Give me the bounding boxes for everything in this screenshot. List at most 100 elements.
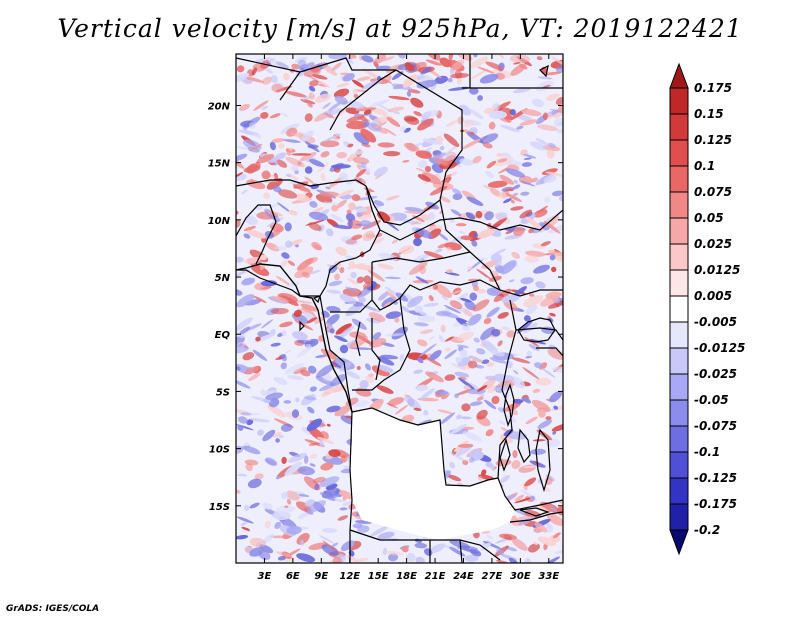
field-patch bbox=[391, 83, 413, 91]
velocity-field bbox=[236, 54, 563, 563]
field-patch bbox=[337, 325, 354, 340]
field-patch bbox=[326, 423, 331, 427]
field-patch bbox=[541, 367, 556, 378]
field-patch bbox=[268, 203, 280, 209]
field-patch bbox=[415, 228, 433, 239]
field-patch bbox=[339, 172, 349, 181]
field-patch bbox=[461, 403, 471, 412]
country-borders bbox=[236, 54, 563, 563]
field-patch bbox=[461, 308, 474, 318]
colorbar-box bbox=[669, 347, 689, 375]
field-patch bbox=[513, 179, 518, 184]
field-patch bbox=[501, 294, 520, 303]
field-patch bbox=[270, 295, 289, 303]
field-patch bbox=[309, 201, 318, 208]
field-patch bbox=[512, 87, 531, 94]
field-patch bbox=[488, 275, 502, 282]
field-patch bbox=[376, 385, 394, 394]
field-patch bbox=[346, 555, 357, 561]
field-patch bbox=[309, 386, 317, 392]
field-patch bbox=[246, 230, 267, 239]
field-patch bbox=[552, 366, 563, 373]
field-patch bbox=[506, 431, 528, 440]
field-patch bbox=[284, 461, 302, 476]
field-patch bbox=[284, 222, 292, 232]
field-patch bbox=[552, 532, 561, 539]
field-patch bbox=[276, 159, 288, 168]
field-patch bbox=[339, 293, 357, 305]
field-patch bbox=[363, 109, 372, 115]
field-patch bbox=[516, 125, 524, 130]
field-patch bbox=[237, 425, 244, 431]
field-patch bbox=[372, 237, 385, 244]
field-patch bbox=[523, 465, 539, 469]
field-patch bbox=[456, 77, 463, 85]
field-patch bbox=[500, 260, 517, 275]
field-patch bbox=[335, 246, 348, 256]
field-patch bbox=[508, 279, 515, 283]
field-patch bbox=[357, 76, 371, 82]
field-patch bbox=[402, 74, 418, 88]
field-patch bbox=[304, 62, 315, 71]
field-patch bbox=[463, 129, 469, 133]
field-patch bbox=[336, 189, 354, 198]
field-patch bbox=[522, 396, 531, 404]
field-patch bbox=[261, 170, 271, 180]
field-patch bbox=[280, 491, 288, 500]
field-patch bbox=[466, 196, 484, 206]
field-patch bbox=[517, 321, 533, 334]
field-patch bbox=[360, 128, 377, 143]
field-patch bbox=[236, 516, 254, 524]
field-patch bbox=[326, 305, 341, 313]
field-patch bbox=[322, 102, 331, 109]
field-patch bbox=[531, 177, 538, 183]
field-patch bbox=[248, 418, 271, 423]
field-patch bbox=[308, 85, 316, 92]
field-patch bbox=[269, 141, 276, 151]
field-patch bbox=[244, 459, 259, 466]
field-patch bbox=[410, 97, 424, 108]
field-patch bbox=[360, 161, 367, 169]
colorbar-box bbox=[669, 217, 689, 245]
field-patch bbox=[336, 199, 347, 208]
field-patch bbox=[284, 240, 293, 248]
field-patch bbox=[495, 212, 508, 220]
field-patch bbox=[497, 340, 503, 347]
field-patch bbox=[363, 121, 370, 128]
field-patch bbox=[457, 377, 475, 390]
field-patch bbox=[446, 247, 452, 253]
field-patch bbox=[270, 342, 281, 347]
field-patch bbox=[314, 483, 320, 491]
field-patch bbox=[519, 209, 533, 219]
field-patch bbox=[328, 101, 343, 112]
field-patch bbox=[291, 153, 312, 156]
field-patch bbox=[253, 296, 267, 303]
field-patch bbox=[529, 141, 548, 151]
field-patch bbox=[538, 409, 546, 418]
field-patch bbox=[415, 150, 432, 159]
field-patch bbox=[304, 141, 320, 153]
field-patch bbox=[477, 385, 488, 392]
field-patch bbox=[433, 152, 447, 160]
field-patch bbox=[358, 296, 366, 304]
field-patch bbox=[361, 55, 374, 63]
field-patch bbox=[304, 176, 314, 184]
field-patch bbox=[549, 254, 556, 261]
field-patch bbox=[252, 349, 268, 362]
field-patch bbox=[413, 369, 424, 374]
field-patch bbox=[305, 219, 325, 226]
field-patch bbox=[262, 533, 275, 544]
field-patch bbox=[319, 62, 338, 76]
field-patch bbox=[253, 131, 262, 139]
field-patch bbox=[383, 127, 397, 136]
field-patch bbox=[317, 162, 329, 173]
field-patch bbox=[279, 321, 293, 328]
field-patch bbox=[504, 192, 522, 202]
field-patch bbox=[283, 400, 292, 404]
field-patch bbox=[555, 97, 563, 105]
field-patch bbox=[462, 431, 482, 442]
field-patch bbox=[264, 67, 273, 74]
colorbar-box bbox=[669, 191, 689, 219]
field-patch bbox=[532, 388, 541, 393]
field-patch bbox=[541, 168, 558, 175]
